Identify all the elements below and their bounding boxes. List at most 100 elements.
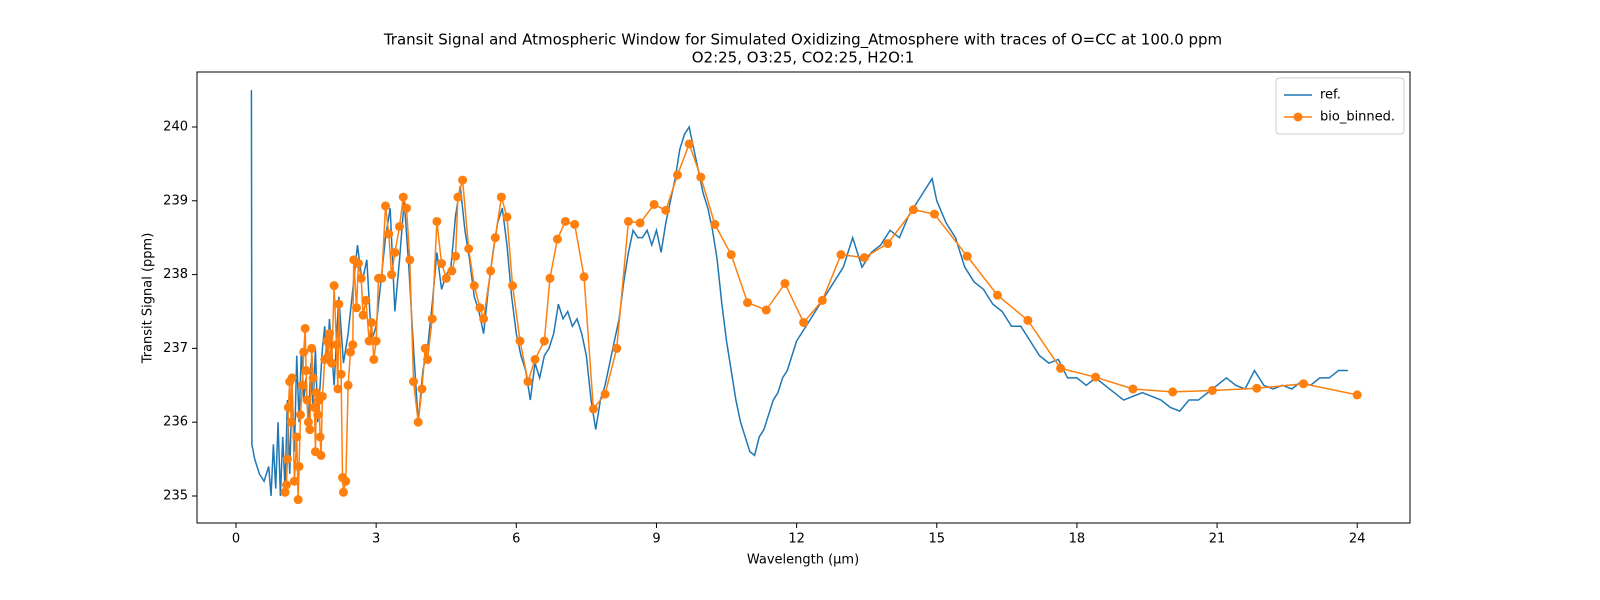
marker xyxy=(437,259,447,269)
marker xyxy=(1298,379,1308,389)
plot-frame xyxy=(196,71,1411,524)
marker xyxy=(305,425,315,435)
marker xyxy=(649,199,659,209)
marker xyxy=(623,216,633,226)
marker xyxy=(369,354,379,364)
marker xyxy=(560,216,570,226)
y-tick-label: 238 xyxy=(163,267,188,282)
marker xyxy=(313,410,323,420)
marker xyxy=(496,192,506,202)
marker xyxy=(486,266,496,276)
marker xyxy=(579,272,589,282)
marker xyxy=(508,281,518,291)
marker xyxy=(710,219,720,229)
marker xyxy=(329,281,339,291)
marker xyxy=(405,255,415,265)
marker xyxy=(464,244,474,254)
marker xyxy=(451,251,461,261)
marker xyxy=(343,380,353,390)
x-tick-label: 3 xyxy=(372,532,380,547)
chart-subtitle: O2:25, O3:25, CO2:25, H2O:1 xyxy=(692,49,915,67)
marker xyxy=(684,139,694,149)
series-line xyxy=(284,141,1358,500)
marker xyxy=(384,229,394,239)
marker xyxy=(309,402,319,412)
marker xyxy=(338,487,348,497)
y-tick-label: 235 xyxy=(163,488,188,503)
marker xyxy=(334,299,344,309)
marker xyxy=(302,395,312,405)
marker xyxy=(612,343,622,353)
marker xyxy=(295,410,305,420)
marker xyxy=(316,450,326,460)
marker xyxy=(780,278,790,288)
x-tick-label: 9 xyxy=(652,532,660,547)
y-tick-label: 240 xyxy=(163,119,188,134)
marker xyxy=(1168,387,1178,397)
marker xyxy=(502,212,512,222)
marker xyxy=(1207,385,1217,395)
x-tick-label: 24 xyxy=(1349,532,1366,547)
marker xyxy=(545,273,555,283)
marker xyxy=(371,336,381,346)
marker xyxy=(420,343,430,353)
marker xyxy=(469,281,479,291)
marker xyxy=(539,336,549,346)
marker xyxy=(552,234,562,244)
marker xyxy=(307,343,317,353)
marker xyxy=(1056,363,1066,373)
x-tick-label: 18 xyxy=(1069,532,1086,547)
marker xyxy=(1091,372,1101,382)
chart-title: Transit Signal and Atmospheric Window fo… xyxy=(383,31,1222,50)
y-tick-label: 239 xyxy=(163,193,188,208)
marker xyxy=(341,476,351,486)
marker xyxy=(799,318,809,328)
x-tick-label: 15 xyxy=(928,532,945,547)
marker xyxy=(377,273,387,283)
marker xyxy=(299,347,309,357)
marker xyxy=(515,336,525,346)
marker xyxy=(1023,315,1033,325)
marker xyxy=(348,340,358,350)
marker xyxy=(317,391,327,401)
marker xyxy=(381,201,391,211)
marker xyxy=(992,290,1002,300)
marker xyxy=(289,476,299,486)
marker xyxy=(726,250,736,260)
marker xyxy=(836,250,846,260)
marker xyxy=(324,329,334,339)
legend-marker xyxy=(1293,112,1303,122)
x-tick-label: 12 xyxy=(788,532,805,547)
marker xyxy=(600,389,610,399)
marker xyxy=(398,192,408,202)
marker xyxy=(356,273,366,283)
marker xyxy=(1252,383,1262,393)
marker xyxy=(817,295,827,305)
marker xyxy=(635,218,645,228)
marker xyxy=(479,314,489,324)
legend-label: ref. xyxy=(1320,88,1341,103)
legend-box xyxy=(1275,77,1405,135)
marker xyxy=(333,384,343,394)
marker xyxy=(490,233,500,243)
marker xyxy=(308,373,318,383)
marker xyxy=(292,432,302,442)
marker xyxy=(293,495,303,505)
marker xyxy=(743,298,753,308)
marker xyxy=(570,219,580,229)
marker xyxy=(358,310,368,320)
marker xyxy=(301,366,311,376)
marker xyxy=(929,209,939,219)
marker xyxy=(523,377,533,387)
marker xyxy=(287,373,297,383)
marker xyxy=(427,314,437,324)
marker xyxy=(859,253,869,263)
marker xyxy=(352,303,362,313)
marker xyxy=(282,454,292,464)
marker xyxy=(361,295,371,305)
marker xyxy=(962,251,972,261)
marker xyxy=(402,203,412,213)
marker xyxy=(297,380,307,390)
marker xyxy=(453,192,463,202)
